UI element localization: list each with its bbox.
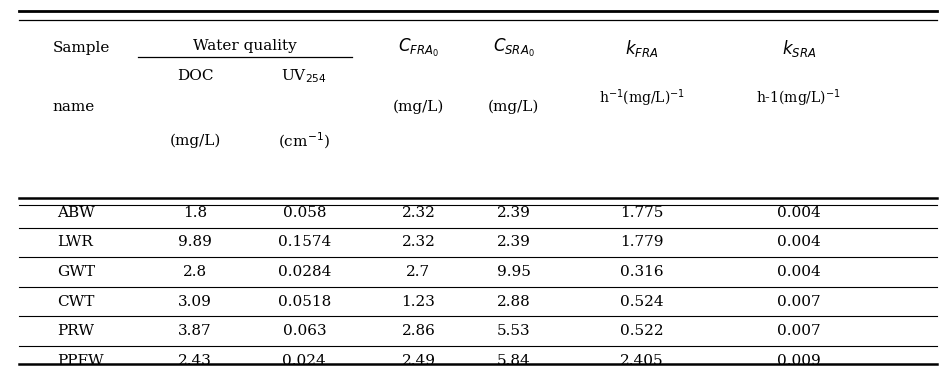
Text: 1.23: 1.23 <box>401 295 436 309</box>
Text: 2.88: 2.88 <box>496 295 531 309</box>
Text: $k_{FRA}$: $k_{FRA}$ <box>625 38 659 58</box>
Text: 2.43: 2.43 <box>178 354 212 368</box>
Text: 2.39: 2.39 <box>496 206 531 220</box>
Text: 1.775: 1.775 <box>620 206 664 220</box>
Text: 2.86: 2.86 <box>401 324 436 338</box>
Text: 0.009: 0.009 <box>777 354 821 368</box>
Text: 0.0518: 0.0518 <box>278 295 331 309</box>
Text: 0.0284: 0.0284 <box>278 265 331 279</box>
Text: Water quality: Water quality <box>193 39 297 53</box>
Text: UV$_{254}$: UV$_{254}$ <box>281 67 327 85</box>
Text: (mg/L): (mg/L) <box>393 100 444 114</box>
Text: 0.024: 0.024 <box>282 354 326 368</box>
Text: 5.84: 5.84 <box>496 354 531 368</box>
Text: 0.004: 0.004 <box>777 206 821 220</box>
Text: 2.32: 2.32 <box>401 206 436 220</box>
Text: $k_{SRA}$: $k_{SRA}$ <box>782 38 816 58</box>
Text: PPFW: PPFW <box>57 354 104 368</box>
Text: 0.063: 0.063 <box>282 324 326 338</box>
Text: h$^{-1}$(mg/L)$^{-1}$: h$^{-1}$(mg/L)$^{-1}$ <box>599 87 685 109</box>
Text: 5.53: 5.53 <box>496 324 531 338</box>
Text: 2.405: 2.405 <box>620 354 664 368</box>
Text: h-1(mg/L)$^{-1}$: h-1(mg/L)$^{-1}$ <box>756 87 842 109</box>
Text: 2.32: 2.32 <box>401 235 436 249</box>
Text: 9.95: 9.95 <box>496 265 531 279</box>
Text: 0.522: 0.522 <box>620 324 664 338</box>
Text: name: name <box>52 100 94 114</box>
Text: Sample: Sample <box>52 41 109 55</box>
Text: 3.09: 3.09 <box>178 295 212 309</box>
Text: 0.004: 0.004 <box>777 235 821 249</box>
Text: (cm$^{-1}$): (cm$^{-1}$) <box>279 130 330 151</box>
Text: PRW: PRW <box>57 324 94 338</box>
Text: 0.058: 0.058 <box>282 206 326 220</box>
Text: 2.7: 2.7 <box>406 265 431 279</box>
Text: 0.007: 0.007 <box>777 295 821 309</box>
Text: $C_{FRA_0}$: $C_{FRA_0}$ <box>398 37 439 59</box>
Text: 1.8: 1.8 <box>183 206 207 220</box>
Text: $C_{SRA_0}$: $C_{SRA_0}$ <box>493 37 534 59</box>
Text: 0.1574: 0.1574 <box>278 235 331 249</box>
Text: 0.524: 0.524 <box>620 295 664 309</box>
Text: (mg/L): (mg/L) <box>488 100 539 114</box>
Text: 1.779: 1.779 <box>620 235 664 249</box>
Text: CWT: CWT <box>57 295 94 309</box>
Text: 2.49: 2.49 <box>401 354 436 368</box>
Text: 0.316: 0.316 <box>620 265 664 279</box>
Text: (mg/L): (mg/L) <box>169 134 221 148</box>
Text: LWR: LWR <box>57 235 93 249</box>
Text: DOC: DOC <box>177 69 213 83</box>
Text: 0.004: 0.004 <box>777 265 821 279</box>
Text: 2.39: 2.39 <box>496 235 531 249</box>
Text: 2.8: 2.8 <box>183 265 207 279</box>
Text: GWT: GWT <box>57 265 95 279</box>
Text: 3.87: 3.87 <box>178 324 212 338</box>
Text: 0.007: 0.007 <box>777 324 821 338</box>
Text: ABW: ABW <box>57 206 95 220</box>
Text: 9.89: 9.89 <box>178 235 212 249</box>
